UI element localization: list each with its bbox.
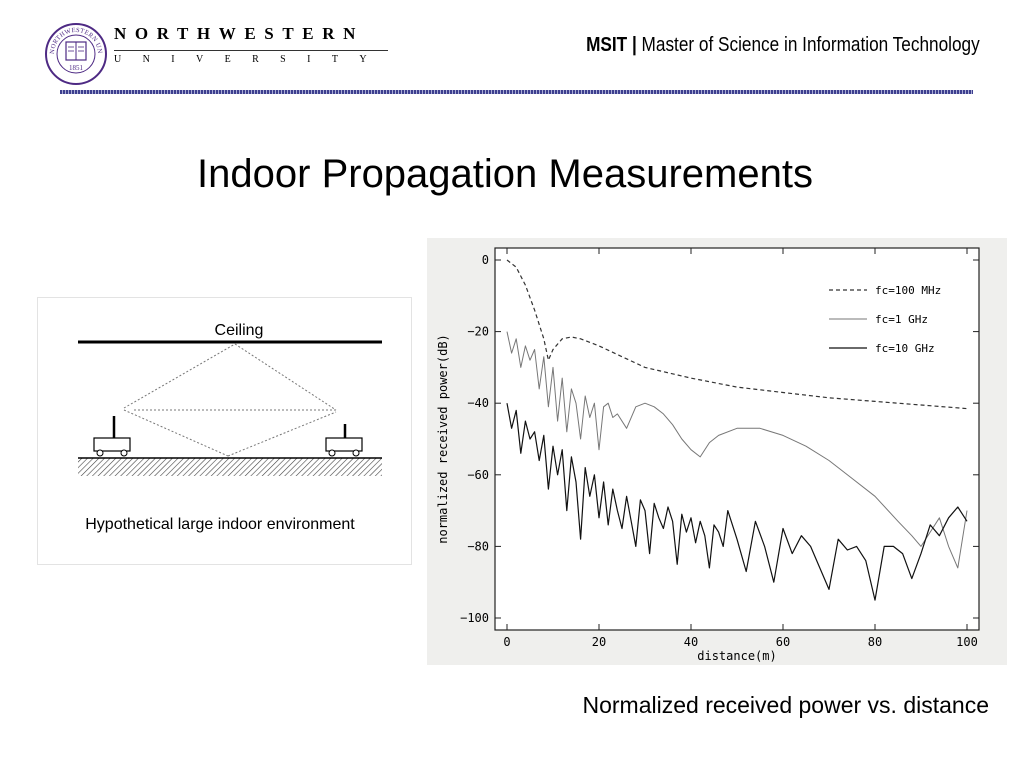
- diagram-drawing: Ceiling Hypothetical large indoor enviro…: [78, 322, 382, 533]
- transmitter-cart: [93, 416, 131, 457]
- x-axis-label: distance(m): [697, 649, 776, 663]
- header-divider: [60, 90, 973, 94]
- y-axis-label: normalized received power(dB): [436, 334, 450, 544]
- y-tick-label: −40: [467, 396, 489, 410]
- series-line-1: [506, 259, 968, 410]
- series-line-3: [506, 403, 968, 601]
- program-heading: MSIT | Master of Science in Information …: [586, 34, 980, 57]
- y-tick-label: −60: [467, 468, 489, 482]
- received-power-chart: 0 20 40 60 80 100 0 −20 −40 −60 −80 −100 fc=100 MHz…: [427, 238, 1007, 665]
- university-name: NORTHWESTERN: [114, 24, 364, 43]
- program-full-name: Master of Science in Information Technol…: [641, 34, 980, 56]
- program-abbreviation: MSIT: [586, 34, 628, 56]
- y-tick-label: 0: [482, 253, 489, 267]
- floor-hatch: [78, 458, 382, 476]
- ceiling-label: Ceiling: [215, 322, 264, 339]
- x-tick-label: 80: [868, 635, 882, 649]
- program-separator: |: [632, 34, 638, 56]
- x-tick-label: 20: [592, 635, 606, 649]
- indoor-environment-diagram: Ceiling Hypothetical large indoor enviro…: [37, 297, 412, 565]
- slide-title: Indoor Propagation Measurements: [197, 152, 813, 196]
- y-tick-label: −100: [460, 611, 489, 625]
- x-tick-label: 40: [684, 635, 698, 649]
- propagation-paths: [123, 343, 337, 457]
- northwestern-seal-logo: NORTHWESTERN UNIVERSITY 1851: [44, 22, 107, 85]
- x-tick-label: 100: [956, 635, 978, 649]
- university-subtitle: UNIVERSITY: [114, 54, 388, 65]
- receiver-cart: [325, 424, 363, 457]
- legend-label-3: fc=10 GHz: [875, 342, 935, 355]
- plot-frame: [494, 247, 980, 631]
- legend-label-2: fc=1 GHz: [875, 313, 928, 326]
- y-tick-label: −80: [467, 539, 489, 553]
- diagram-caption: Hypothetical large indoor environment: [85, 516, 355, 533]
- seal-year: 1851: [69, 64, 84, 72]
- university-name-divider: [114, 50, 388, 51]
- x-tick-label: 0: [503, 635, 510, 649]
- x-tick-label: 60: [776, 635, 790, 649]
- y-tick-label: −20: [467, 325, 489, 339]
- chart-caption: Normalized received power vs. distance: [582, 692, 989, 718]
- legend-label-1: fc=100 MHz: [875, 284, 941, 297]
- series-line-2: [506, 331, 968, 569]
